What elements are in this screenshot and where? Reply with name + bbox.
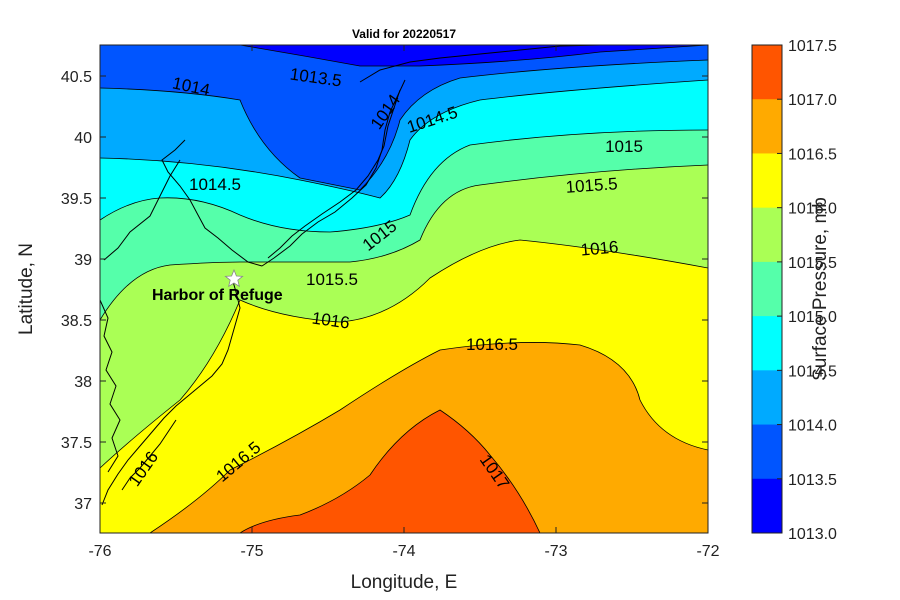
coastline-chesapeake-west [103, 159, 181, 261]
colorbar-swatch [752, 45, 782, 100]
x-tick-label: -74 [392, 543, 415, 560]
colorbar-swatch [752, 478, 782, 534]
y-tick-label: 38 [74, 374, 92, 391]
colorbar-tick-label: 1015.5 [788, 255, 837, 272]
colorbar-swatch [752, 99, 782, 154]
contour-1014-5 [100, 79, 708, 199]
y-tick-label: 39.5 [61, 191, 92, 208]
station-label: Harbor of Refuge [152, 287, 283, 304]
y-axis-label: Latitude, N [16, 243, 37, 335]
colorbar-tick-label: 1016.5 [788, 146, 837, 163]
colorbar-tick-labels: 1017.5 1017.0 1016.5 1016.0 1015.5 1015.0 1014… [777, 38, 837, 543]
colorbar-swatch [752, 316, 782, 371]
colorbar-tick-label: 1013.5 [788, 472, 837, 489]
contour-label: 1016.5 [466, 335, 518, 354]
coastline-inner-bays [121, 419, 177, 491]
colorbar-swatches [752, 45, 782, 534]
contour-label: 1016 [580, 237, 619, 259]
y-ticks [100, 75, 708, 504]
contour-label: 1015 [605, 137, 643, 156]
band-1017-0 [240, 410, 540, 533]
coastline-long-island [359, 45, 601, 83]
coastline-delaware-bay [161, 139, 263, 267]
colorbar-swatch [752, 370, 782, 426]
x-tick-label: -76 [88, 543, 111, 560]
y-tick-label: 37.5 [61, 435, 92, 452]
colorbar-label: Surface Pressure, mb [810, 197, 831, 381]
coastline [100, 45, 601, 506]
coastline-nj-atlantic [261, 79, 406, 267]
colorbar-swatch [752, 261, 782, 317]
coastline-chesapeake [100, 299, 121, 473]
y-tick-label: 38.5 [61, 313, 92, 330]
colorbar-frame [751, 44, 783, 534]
colorbar-tick-label: 1014.5 [788, 363, 837, 380]
contour-1015-5 [100, 164, 708, 321]
colorbar-swatch [752, 153, 782, 209]
x-tick-label: -73 [544, 543, 567, 560]
contour-1015 [100, 129, 708, 233]
y-tick-labels: 40.5 40 39.5 39 38.5 38 37.5 37 [61, 69, 92, 513]
contour-1016-5 [149, 342, 708, 533]
contour-label: 1014.5 [189, 175, 241, 194]
colorbar-tick-label: 1016.0 [788, 201, 837, 218]
colorbar: 1017.5 1017.0 1016.5 1016.0 1015.5 1015.0 1014… [751, 38, 837, 543]
x-tick-labels: -76 -75 -74 -73 -72 [88, 543, 719, 560]
filled-contours [100, 45, 708, 533]
contour-1017 [239, 409, 541, 533]
coastline-delmarva [101, 277, 241, 506]
contour-1013-5 [239, 45, 708, 67]
x-tick-label: -72 [696, 543, 719, 560]
colorbar-tick-label: 1017.5 [788, 38, 837, 55]
x-tick-label: -75 [240, 543, 263, 560]
coastline-nj-inner [267, 89, 401, 259]
contour-label: 1015.5 [565, 174, 618, 197]
x-ticks [99, 45, 709, 533]
colorbar-tick-label: 1015.0 [788, 309, 837, 326]
x-axis-label: Longitude, E [351, 572, 458, 593]
colorbar-tick-label: 1017.0 [788, 92, 837, 109]
colorbar-swatch [752, 207, 782, 263]
colorbar-swatch [752, 424, 782, 480]
contour-lines [100, 45, 708, 533]
y-tick-label: 40.5 [61, 69, 92, 86]
y-tick-label: 39 [74, 252, 92, 269]
star-icon [224, 268, 244, 288]
colorbar-tick-label: 1014.0 [788, 418, 837, 435]
station-marker: Harbor of Refuge [152, 268, 283, 304]
y-tick-label: 37 [74, 496, 92, 513]
colorbar-tick-label: 1013.0 [788, 526, 837, 543]
contour-1016 [100, 239, 708, 469]
contour-label: 1015.5 [306, 270, 358, 289]
contour-1014 [100, 59, 708, 191]
y-tick-label: 40 [74, 130, 92, 147]
chart-title: Valid for 20220517 [352, 27, 456, 41]
